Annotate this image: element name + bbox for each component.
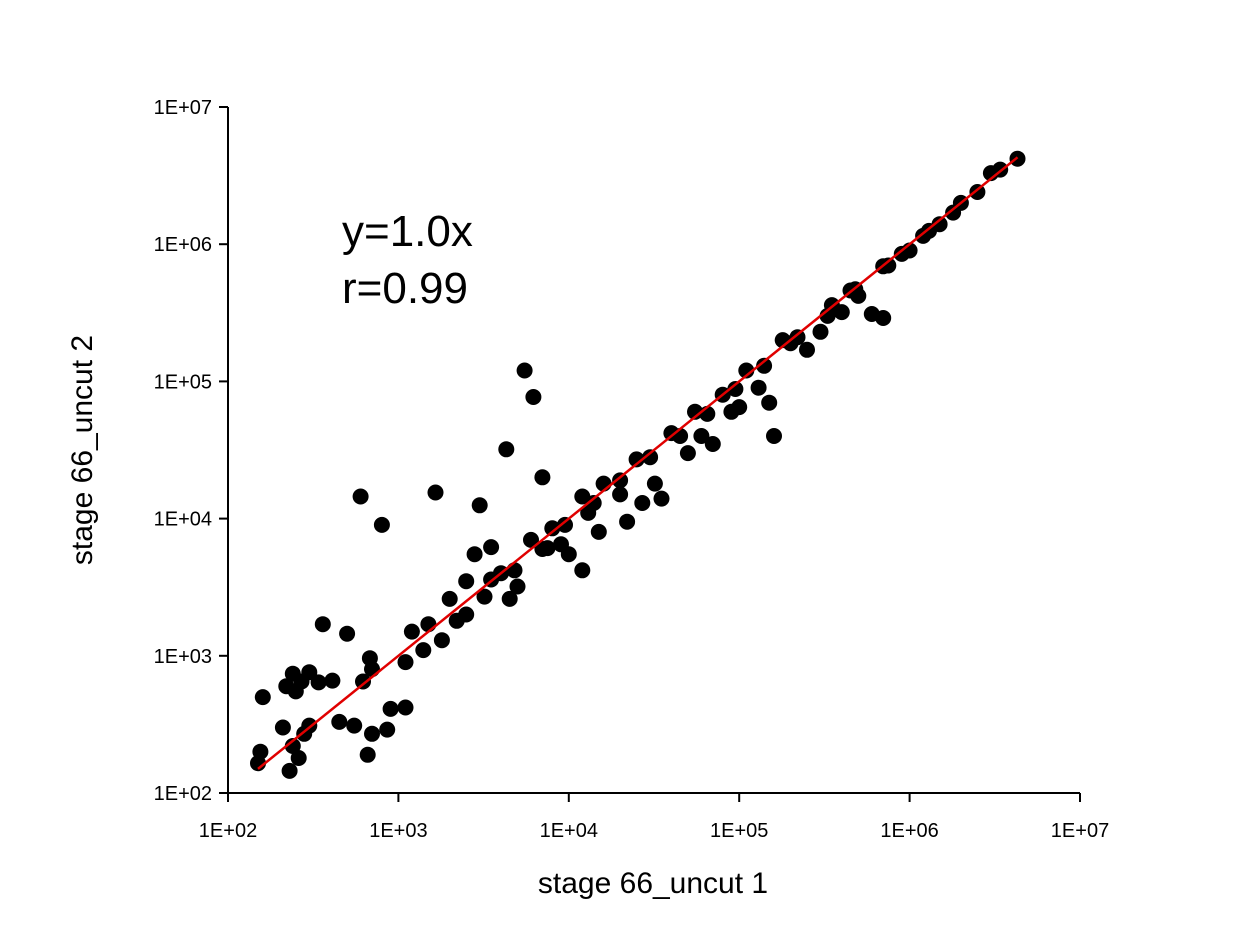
data-point (534, 541, 551, 557)
annotation-equation: y=1.0x (342, 207, 473, 256)
data-point (301, 664, 318, 681)
data-point (612, 486, 629, 503)
data-point (969, 184, 986, 200)
data-point (679, 445, 696, 462)
y-tick-label: 1E+04 (154, 509, 212, 531)
data-point (458, 573, 475, 590)
data-point (560, 546, 577, 563)
data-point (612, 472, 629, 489)
data-point (310, 674, 327, 691)
data-point (516, 362, 533, 379)
data-point (756, 357, 773, 374)
x-tick-label: 1E+02 (199, 820, 257, 842)
y-axis-title: stage 66_uncut 2 (66, 335, 99, 565)
data-point (506, 562, 523, 579)
data-point (761, 394, 778, 411)
data-point (574, 562, 591, 579)
data-point (471, 497, 488, 514)
x-tick-label: 1E+03 (369, 820, 427, 842)
data-point (653, 490, 670, 507)
data-point (290, 750, 307, 766)
data-point (628, 451, 645, 468)
data-point (693, 428, 710, 444)
data-point (287, 683, 304, 700)
data-point (875, 310, 892, 326)
data-point (466, 546, 483, 563)
y-tick-label: 1E+06 (154, 234, 212, 256)
data-point (274, 719, 291, 736)
data-points (250, 150, 1026, 779)
x-axis-title: stage 66_uncut 1 (538, 867, 768, 900)
data-point (441, 590, 458, 607)
data-point (331, 713, 348, 730)
data-point (498, 441, 515, 458)
data-point (433, 632, 450, 649)
x-tick-label: 1E+06 (880, 820, 938, 842)
x-tick-label: 1E+04 (540, 820, 598, 842)
data-point (812, 323, 829, 340)
data-point (476, 588, 493, 605)
annotation-correlation: r=0.99 (342, 264, 468, 313)
data-point (789, 329, 806, 346)
fit-line (257, 156, 1019, 770)
y-tick-label: 1E+03 (154, 646, 212, 668)
data-point (766, 428, 782, 444)
data-point (379, 721, 396, 738)
y-tick-label: 1E+05 (154, 371, 212, 393)
y-tick-label: 1E+07 (154, 97, 212, 119)
data-point (252, 743, 269, 760)
data-point (750, 379, 767, 396)
data-point (254, 689, 271, 706)
data-point (646, 475, 663, 492)
data-point (738, 362, 755, 379)
data-point (403, 623, 420, 640)
x-tick-label: 1E+05 (710, 820, 768, 842)
data-point (364, 725, 380, 742)
data-point (731, 399, 748, 416)
y-tick-label: 1E+02 (154, 783, 212, 805)
data-point (585, 495, 602, 511)
data-point (397, 654, 414, 671)
fit-line-group (257, 156, 1019, 770)
data-point (339, 625, 356, 642)
axis-ticks: 1E+02 1E+03 1E+04 1E+05 1E+06 1E+07 1E+02 1E+03… (154, 97, 1110, 842)
data-point (448, 612, 465, 629)
data-point (525, 389, 542, 405)
data-point (420, 616, 437, 633)
data-point (346, 717, 363, 734)
data-point (397, 699, 414, 716)
data-point (373, 516, 390, 533)
data-point (619, 513, 636, 530)
x-tick-label: 1E+07 (1051, 820, 1109, 842)
data-point (557, 516, 573, 533)
data-point (704, 436, 721, 452)
data-point (590, 523, 607, 540)
data-point (501, 590, 518, 607)
data-point (415, 642, 432, 659)
data-point (534, 469, 551, 486)
data-point (281, 762, 298, 779)
data-point (324, 672, 341, 689)
data-point (544, 520, 561, 537)
data-point (687, 403, 703, 420)
data-point (634, 495, 651, 511)
data-point (483, 539, 500, 556)
data-point (284, 738, 301, 754)
data-point (509, 578, 526, 595)
data-point (382, 700, 399, 717)
data-point (359, 746, 376, 763)
data-point (427, 484, 444, 501)
data-point (361, 650, 378, 667)
data-point (355, 673, 371, 690)
data-point (945, 204, 962, 221)
data-point (799, 341, 815, 358)
data-point (352, 488, 369, 505)
data-point (523, 531, 539, 548)
data-point (314, 616, 331, 633)
data-point (727, 381, 744, 397)
data-point (642, 449, 659, 466)
plot-area: 1E+02 1E+03 1E+04 1E+05 1E+06 1E+07 1E+02 1E+03… (154, 97, 1110, 842)
